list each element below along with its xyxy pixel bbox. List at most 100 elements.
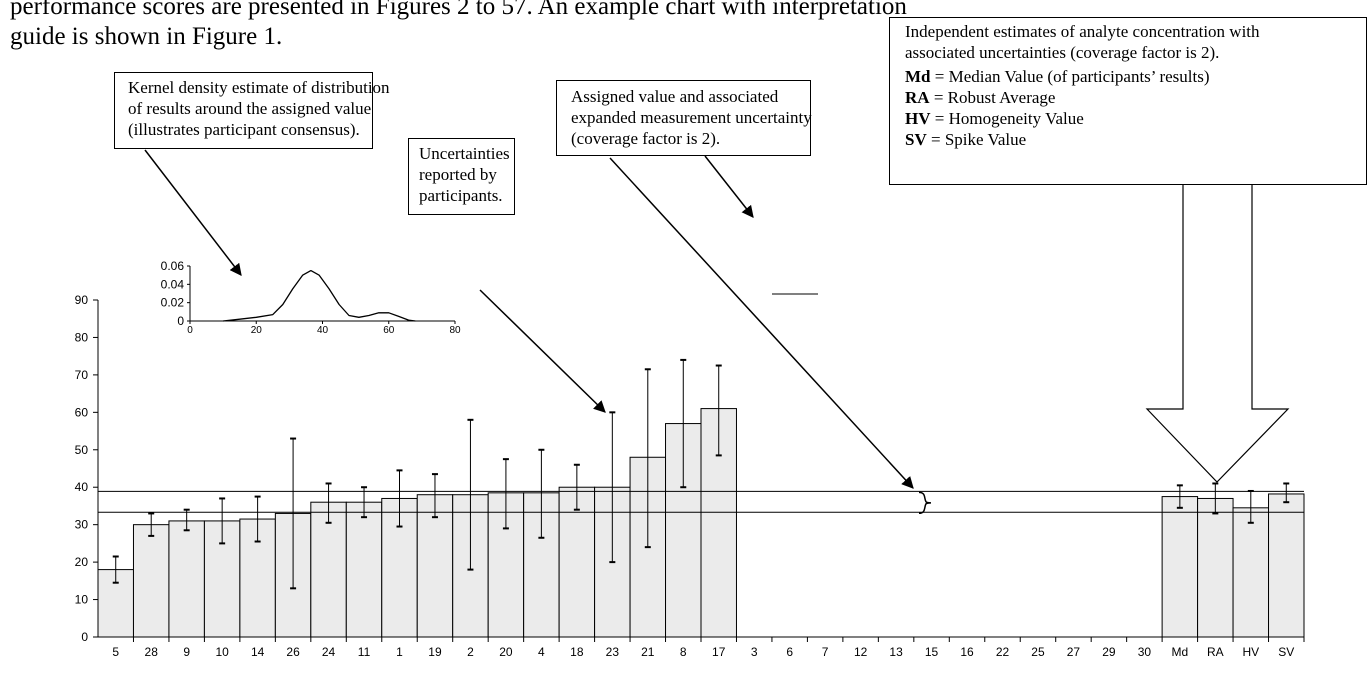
x-tick-label: 10 <box>215 645 229 659</box>
assigned-callout-line: Assigned value and associated <box>571 87 779 106</box>
x-tick-label: 1 <box>396 645 403 659</box>
x-tick-label: 19 <box>428 645 442 659</box>
x-tick-label: 27 <box>1067 645 1081 659</box>
x-tick-label: 11 <box>358 645 371 659</box>
inset-y-tick-label: 0.04 <box>161 277 185 291</box>
x-tick-label: 8 <box>680 645 687 659</box>
definition-ra: RA = Robust Average <box>905 87 1366 108</box>
kernel-callout-arrow <box>144 149 242 276</box>
inset-x-tick-label: 80 <box>449 325 461 336</box>
assigned-callout-line: (coverage factor is 2). <box>571 129 721 148</box>
abbr: HV <box>905 109 931 128</box>
y-tick-label: 80 <box>75 330 89 344</box>
y-tick-label: 20 <box>75 555 89 569</box>
x-tick-label: 4 <box>538 645 545 659</box>
x-tick-label: 6 <box>786 645 793 659</box>
bar-HV <box>1232 507 1270 638</box>
independent-callout-line: Independent estimates of analyte concent… <box>905 22 1260 41</box>
bar-11 <box>345 501 383 638</box>
definition-text: = Robust Average <box>929 88 1056 107</box>
x-tick-label: 21 <box>641 645 655 659</box>
inset-y-tick-label: 0.06 <box>161 259 185 273</box>
inset-x-tick-label: 40 <box>317 325 329 336</box>
y-tick-label: 0 <box>81 630 88 644</box>
x-tick-label: 20 <box>499 645 513 659</box>
x-tick-label: 3 <box>751 645 758 659</box>
definition-text: = Median Value (of participants’ results… <box>930 67 1210 86</box>
x-tick-label: 13 <box>889 645 903 659</box>
assigned-value-callout: Assigned value and associated expanded m… <box>556 80 812 156</box>
intro-line-2: guide is shown in Figure 1. <box>10 23 283 50</box>
inset-y-tick-label: 0 <box>177 314 184 328</box>
intro-text: performance scores are presented in Figu… <box>10 0 907 52</box>
x-tick-label: 5 <box>112 645 119 659</box>
y-tick-label: 70 <box>75 368 89 382</box>
x-tick-label: 28 <box>145 645 159 659</box>
x-tick-label: 26 <box>286 645 300 659</box>
bar-24 <box>310 501 347 638</box>
independent-estimates-arrow <box>1145 185 1290 483</box>
x-tick-label: 9 <box>183 645 190 659</box>
uncertainty-callout-line: reported by <box>419 165 497 184</box>
independent-callout-line: associated uncertainties (coverage facto… <box>905 43 1220 62</box>
definition-text: = Homogeneity Value <box>930 109 1084 128</box>
abbr: Md <box>905 67 931 86</box>
uncertainty-callout-line: participants. <box>419 186 503 205</box>
x-tick-label: RA <box>1207 645 1224 659</box>
inset-x-tick-label: 60 <box>383 325 395 336</box>
x-tick-label: 15 <box>925 645 939 659</box>
definition-hv: HV = Homogeneity Value <box>905 108 1366 129</box>
x-tick-label: Md <box>1172 645 1189 659</box>
inset-x-tick-label: 0 <box>187 325 193 336</box>
definition-sv: SV = Spike Value <box>905 129 1366 150</box>
assigned-title-arrow <box>704 155 754 218</box>
x-tick-label: 2 <box>467 645 474 659</box>
assigned-callout-line: expanded measurement uncertainty <box>571 108 812 127</box>
x-tick-label: 12 <box>854 645 868 659</box>
participant-uncertainty-callout: Uncertainties reported by participants. <box>408 138 515 215</box>
definition-md: Md = Median Value (of participants’ resu… <box>905 66 1366 87</box>
bar-9 <box>168 520 205 638</box>
definition-text: = Spike Value <box>926 130 1027 149</box>
kernel-callout-line: (illustrates participant consensus). <box>128 120 360 139</box>
x-tick-label: 14 <box>251 645 265 659</box>
assigned-band-brace <box>918 491 932 515</box>
inset-y-tick-label: 0.02 <box>161 296 185 310</box>
x-tick-label: SV <box>1278 645 1294 659</box>
kernel-density-curve <box>223 269 416 322</box>
y-tick-label: 40 <box>75 480 89 494</box>
uncertainty-callout-line: Uncertainties <box>419 144 510 163</box>
x-tick-label: 22 <box>996 645 1010 659</box>
bar-RA <box>1197 497 1234 638</box>
uncertainty-callout-arrow <box>479 289 606 413</box>
x-tick-label: HV <box>1242 645 1259 659</box>
independent-estimates-callout: Independent estimates of analyte concent… <box>889 17 1367 185</box>
x-tick-label: 18 <box>570 645 584 659</box>
abbr: SV <box>905 130 927 149</box>
kernel-density-inset: 0 0.02 0.04 0.06 0 20 40 60 80 <box>161 259 461 336</box>
y-tick-label: 90 <box>75 293 89 307</box>
bar-SV <box>1268 493 1305 638</box>
y-tick-label: 60 <box>75 405 89 419</box>
bar-28 <box>132 524 170 638</box>
x-tick-label: 23 <box>606 645 620 659</box>
kernel-callout: Kernel density estimate of distribution … <box>114 72 390 149</box>
kernel-callout-line: of results around the assigned value <box>128 99 372 118</box>
y-tick-label: 50 <box>75 443 89 457</box>
x-tick-label: 7 <box>822 645 829 659</box>
callout-arrows <box>144 149 1290 489</box>
intro-line-1: performance scores are presented in Figu… <box>10 0 907 20</box>
x-tick-label: 24 <box>322 645 336 659</box>
y-tick-label: 10 <box>75 593 89 607</box>
x-tick-label: 17 <box>712 645 726 659</box>
abbr: RA <box>905 88 930 107</box>
x-tick-label: 30 <box>1138 645 1152 659</box>
x-tick-label: 29 <box>1102 645 1116 659</box>
kernel-callout-line: Kernel density estimate of distribution <box>128 78 390 97</box>
inset-x-tick-label: 20 <box>251 325 263 336</box>
y-tick-label: 30 <box>75 518 89 532</box>
bar-Md <box>1161 496 1199 638</box>
